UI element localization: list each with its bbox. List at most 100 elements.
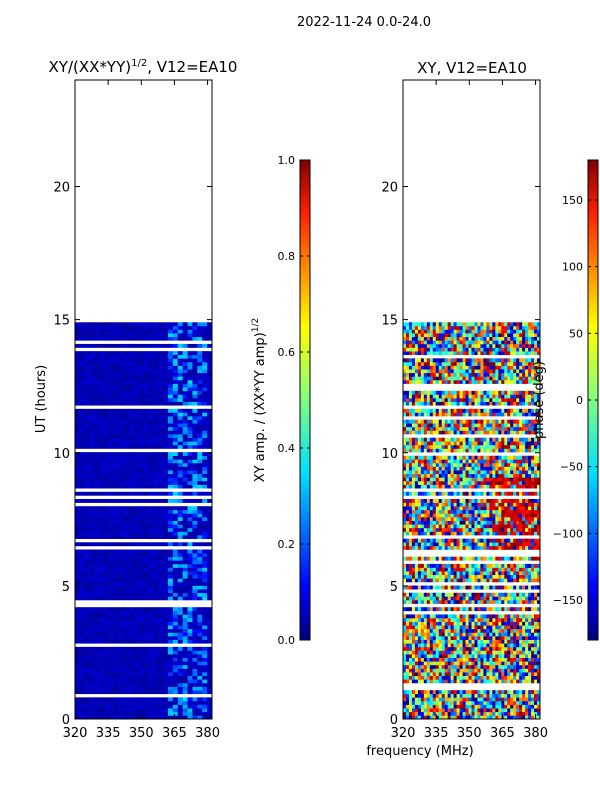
heatmap-cell [84, 372, 91, 377]
heatmap-cell [403, 632, 407, 637]
heatmap-cell [507, 520, 511, 525]
heatmap-cell [79, 358, 86, 363]
heatmap-cell [128, 618, 135, 622]
heatmap-cell [522, 711, 526, 716]
heatmap-cell [414, 668, 419, 673]
heatmap-cell [414, 513, 419, 518]
heatmap-cell [483, 668, 487, 673]
heatmap-cell [197, 704, 203, 709]
heatmap-cell [420, 509, 425, 514]
heatmap-cell [114, 679, 120, 684]
heatmap-cell [84, 708, 91, 713]
heatmap-cell [104, 329, 110, 334]
heatmap-cell [133, 563, 139, 568]
heatmap-cell [177, 628, 184, 633]
heatmap-cell [414, 517, 419, 521]
heatmap-cell [486, 675, 490, 680]
heatmap-cell [138, 657, 144, 662]
heatmap-cell [528, 520, 532, 525]
heatmap-cell [109, 711, 115, 716]
heatmap-cell [133, 535, 139, 539]
heatmap-cell [522, 700, 526, 705]
heatmap-cell [104, 657, 110, 662]
heatmap-cell [79, 416, 86, 420]
heatmap-cell [84, 614, 91, 619]
heatmap-cell [414, 592, 419, 597]
heatmap-cell [531, 625, 535, 630]
heatmap-cell [182, 444, 188, 449]
heatmap-cell [128, 646, 135, 651]
heatmap-cell [477, 571, 481, 576]
heatmap-cell [192, 610, 198, 615]
heatmap-cell [489, 693, 493, 698]
heatmap-cell [177, 383, 184, 388]
heatmap-cell [197, 336, 203, 341]
heatmap-cell [79, 484, 86, 489]
heatmap-cell [456, 527, 460, 532]
heatmap-cell [167, 618, 174, 622]
heatmap-cell [420, 700, 425, 705]
heatmap-cell [138, 351, 144, 356]
heatmap-cell [114, 668, 120, 673]
heatmap-cell [153, 473, 159, 478]
heatmap-cell [187, 509, 193, 514]
heatmap-cell [177, 517, 184, 521]
heatmap-cell [172, 697, 179, 702]
heatmap-cell [447, 592, 452, 597]
heatmap-cell [163, 336, 169, 341]
heatmap-cell [187, 354, 193, 359]
heatmap-cell [148, 473, 154, 478]
heatmap-cell [104, 437, 110, 442]
heatmap-cell [172, 452, 179, 457]
heatmap-cell [192, 343, 198, 348]
heatmap-cell [456, 708, 460, 713]
heatmap-cell [510, 607, 514, 612]
heatmap-cell [143, 607, 149, 612]
heatmap-cell [483, 542, 487, 547]
heatmap-cell [84, 704, 91, 709]
heatmap-cell [123, 376, 130, 381]
heatmap-cell [528, 513, 532, 518]
heatmap-cell [504, 596, 508, 601]
heatmap-cell [471, 650, 475, 655]
heatmap-cell [507, 693, 511, 698]
heatmap-cell [143, 704, 149, 709]
heatmap-cell [423, 668, 428, 673]
heatmap-cell [438, 690, 443, 695]
heatmap-cell [522, 675, 526, 680]
heatmap-cell [148, 365, 154, 370]
heatmap-cell [94, 614, 100, 619]
heatmap-cell [477, 563, 481, 568]
heatmap-cell [94, 379, 100, 384]
heatmap-cell [163, 372, 169, 377]
heatmap-cell [492, 574, 496, 579]
heatmap-cell [148, 369, 154, 374]
heatmap-cell [109, 477, 115, 482]
heatmap-cell [202, 585, 208, 590]
heatmap-cell [84, 383, 91, 388]
heatmap-cell [510, 675, 514, 680]
heatmap-cell [158, 581, 164, 586]
heatmap-cell [207, 398, 212, 402]
heatmap-cell [94, 531, 100, 536]
heatmap-cell [89, 412, 95, 417]
heatmap-cell [495, 517, 499, 521]
heatmap-cell [537, 574, 540, 579]
heatmap-cell [498, 618, 502, 622]
heatmap-cell [94, 325, 100, 330]
heatmap-cell [465, 538, 469, 543]
heatmap-cell [123, 650, 130, 655]
heatmap-cell [474, 628, 478, 633]
heatmap-cell [75, 466, 81, 471]
heatmap-cell [167, 625, 174, 630]
heatmap-cell [462, 542, 466, 547]
heatmap-cell [192, 387, 198, 392]
heatmap-cell [79, 711, 86, 716]
heatmap-cell [143, 675, 149, 680]
heatmap-cell [477, 675, 481, 680]
heatmap-cell [465, 567, 469, 572]
heatmap-cell [207, 333, 212, 338]
heatmap-cell [84, 408, 91, 413]
heatmap-cell [158, 379, 164, 384]
heatmap-cell [438, 538, 443, 543]
